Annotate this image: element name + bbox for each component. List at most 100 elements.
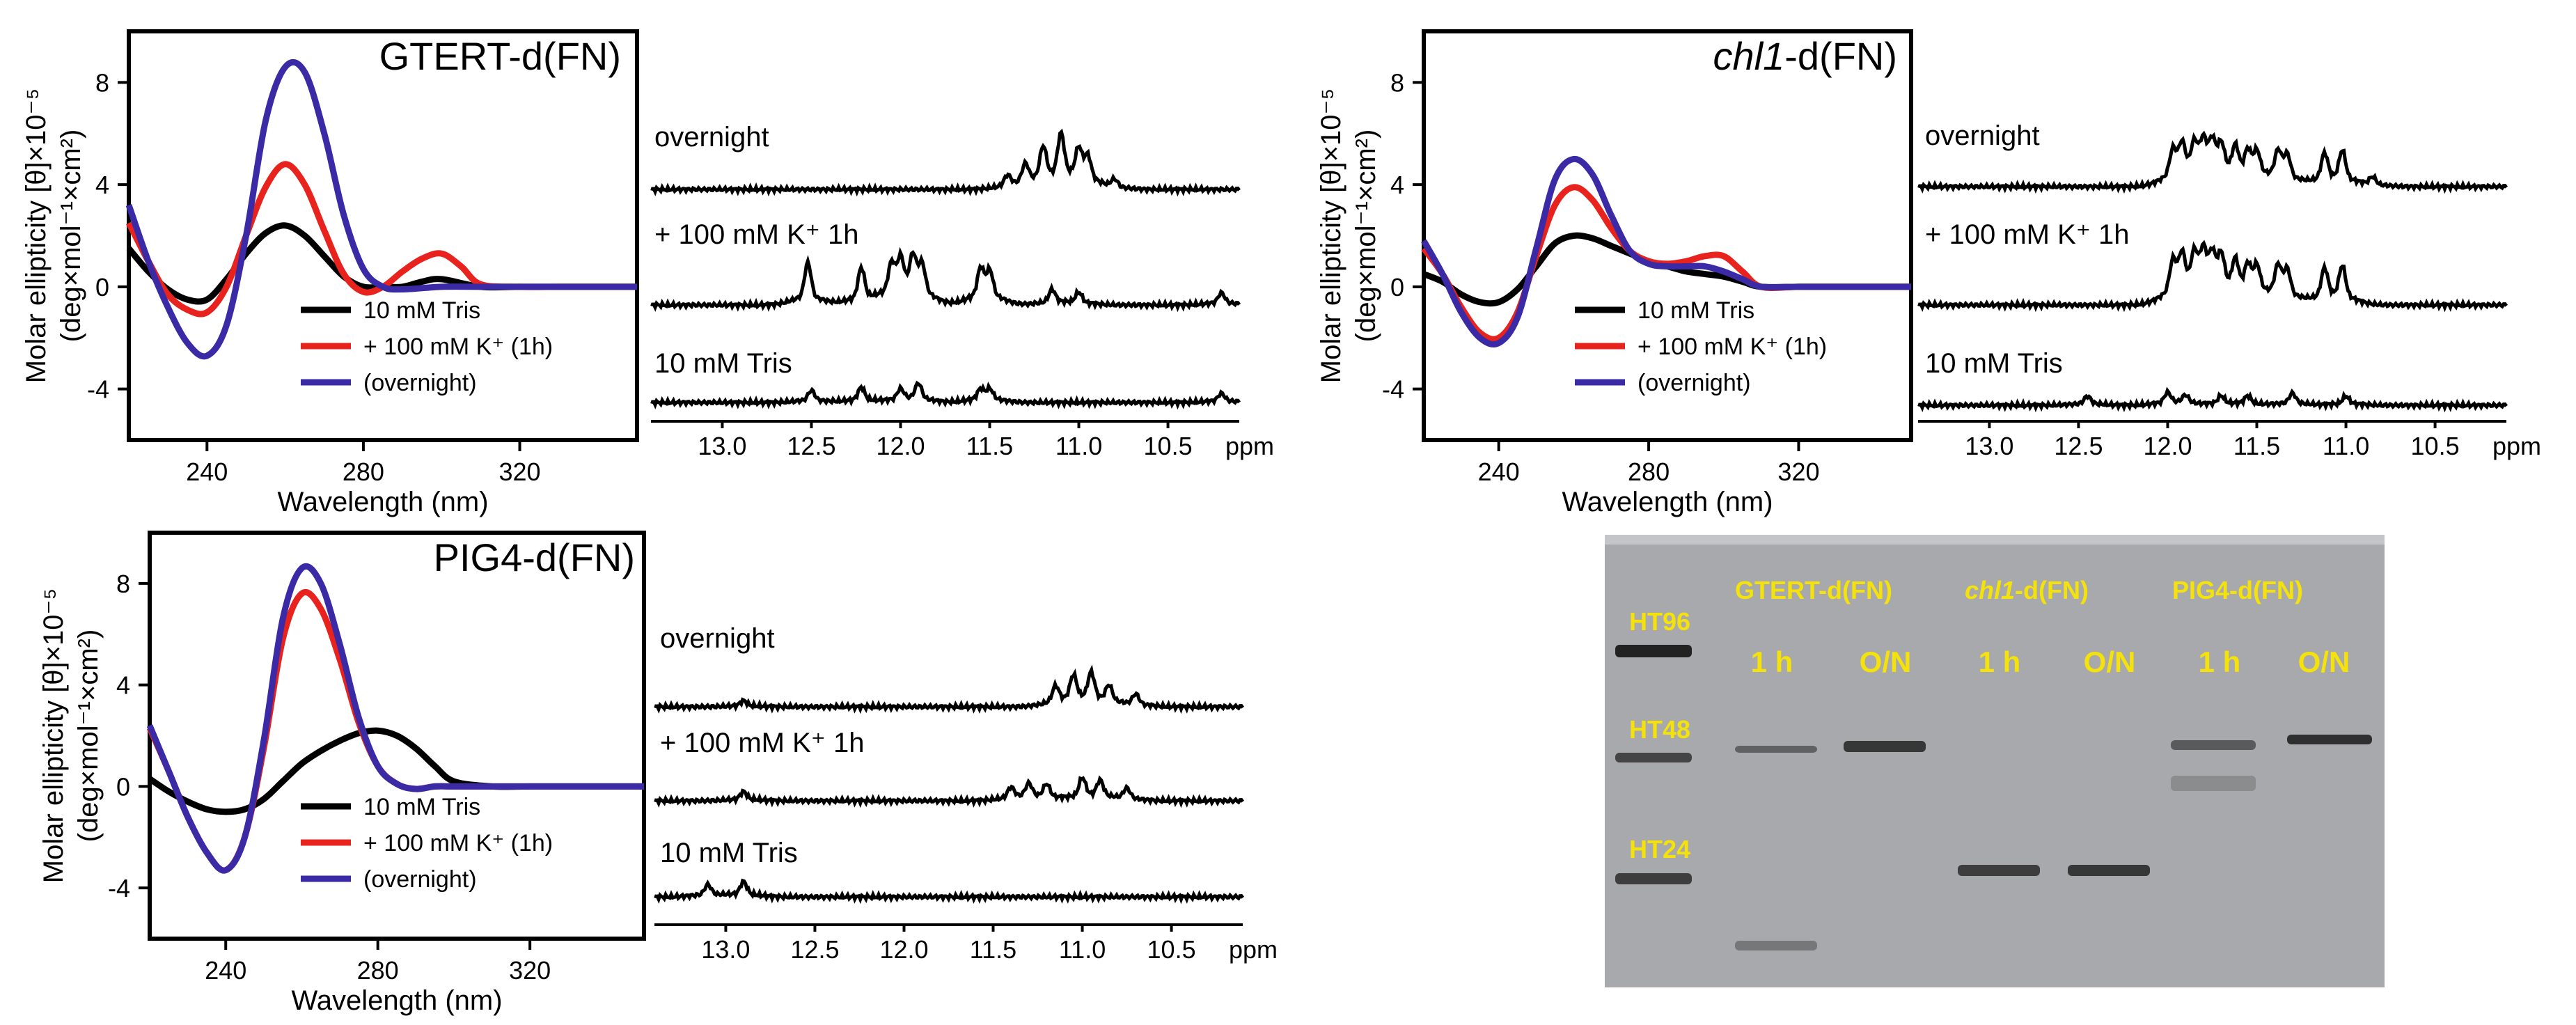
y-tick-label: 8	[116, 570, 130, 598]
nmr-panel-gtert: 13.0 12.5 12.0 11.5 11.0 10.5 ppm overnight + 10…	[650, 122, 1274, 460]
nmr-tick-label: 11.5	[966, 432, 1013, 460]
nmr-trace-label: + 100 mM K⁺ 1h	[660, 728, 864, 758]
gel-band	[1615, 753, 1692, 762]
gel-group-gtert: GTERT-d(FN)	[1735, 576, 1892, 604]
x-tick-label: 240	[186, 457, 228, 486]
y-tick-label: -4	[108, 874, 130, 902]
y-tick-label: -4	[87, 375, 109, 404]
title-italic: chl1	[1713, 34, 1785, 78]
nmr-tick-label: 12.5	[787, 432, 835, 460]
nmr-trace-label: 10 mM Tris	[1925, 348, 2063, 379]
nmr-trace	[654, 775, 1245, 808]
gel-band	[1958, 865, 2040, 876]
y-axis-label-units: (deg×mol⁻¹×cm²)	[73, 629, 104, 843]
nmr-trace-label: + 100 mM K⁺ 1h	[1925, 219, 2129, 250]
gel-background	[1605, 535, 2385, 987]
gel-band	[2171, 740, 2256, 750]
y-axis-label: Molar ellipticity [θ]×10⁻⁵	[21, 88, 52, 383]
cd-panel-title: GTERT-d(FN)	[379, 34, 621, 78]
x-axis-label: Wavelength (nm)	[1562, 487, 1773, 517]
nmr-panel-chl1: 13.0 12.5 12.0 11.5 11.0 10.5 ppm overnight + 10…	[1917, 120, 2541, 460]
nmr-tick-label: 10.5	[1147, 935, 1196, 964]
nmr-trace	[654, 664, 1245, 714]
legend-label: 10 mM Tris	[1638, 297, 1754, 324]
nmr-tick-label: 11.0	[1055, 432, 1102, 460]
y-axis-label-units: (deg×mol⁻¹×cm²)	[56, 130, 86, 343]
x-tick-label: 320	[1777, 457, 1819, 486]
marker-label-ht48: HT48	[1629, 715, 1690, 744]
cd-axes-frame	[1422, 29, 1913, 442]
legend-label: + 100 mM K⁺ (1h)	[1638, 334, 1827, 360]
y-tick-label: 0	[1390, 273, 1404, 302]
nmr-tick-label: 12.0	[879, 935, 928, 964]
marker-label-ht24: HT24	[1629, 835, 1690, 863]
y-tick-label: 0	[116, 772, 130, 801]
legend-label: (overnight)	[1638, 370, 1751, 396]
lane-label: O/N	[2298, 645, 2350, 678]
nmr-trace-label: + 100 mM K⁺ 1h	[654, 219, 858, 250]
legend-label: + 100 mM K⁺ (1h)	[363, 830, 553, 856]
nmr-tick-label: 11.5	[2233, 432, 2280, 460]
x-tick-label: 280	[357, 956, 399, 985]
cd-panel-gtert: GTERT-d(FN) 240 280 320 8 4 0 -4 Wavelength (nm…	[21, 29, 639, 517]
gel-group-rest: -d(FN)	[2015, 576, 2089, 604]
gel-band	[1615, 873, 1692, 884]
nmr-trace-label: 10 mM Tris	[654, 348, 792, 379]
nmr-tick-label: 12.5	[2054, 432, 2103, 460]
nmr-trace-label: overnight	[1925, 120, 2040, 151]
nmr-tick-label: 12.0	[876, 432, 925, 460]
x-tick-label: 280	[343, 457, 384, 486]
x-tick-label: 280	[1628, 457, 1670, 486]
gel-group-pig4: PIG4-d(FN)	[2172, 576, 2303, 604]
cd-series-line	[146, 563, 644, 874]
nmr-trace	[654, 878, 1245, 905]
y-tick-label: 4	[116, 671, 130, 700]
lane-label: 1 h	[2199, 645, 2241, 678]
y-tick-label: 8	[95, 68, 109, 97]
nmr-panel-pig4: 13.0 12.5 12.0 11.5 11.0 10.5 ppm overnight + 10…	[654, 623, 1278, 964]
gel-band	[1844, 741, 1926, 752]
nmr-tick-label: 12.5	[790, 935, 839, 964]
gel-top-edge	[1605, 535, 2385, 545]
legend-label: (overnight)	[363, 370, 477, 396]
gel-band	[1735, 746, 1817, 753]
legend-label: 10 mM Tris	[363, 794, 480, 820]
nmr-tick-label: 12.0	[2143, 432, 2192, 460]
lane-label: O/N	[2084, 645, 2136, 678]
nmr-tick-label: 13.0	[1965, 432, 2013, 460]
y-axis-label: Molar ellipticity [θ]×10⁻⁵	[1316, 88, 1346, 383]
y-tick-label: 4	[1390, 171, 1404, 199]
nmr-trace-label: 10 mM Tris	[660, 838, 798, 868]
nmr-tick-label: 11.0	[2323, 432, 2369, 460]
cd-series-line	[125, 161, 637, 318]
lane-label: 1 h	[1979, 645, 2021, 678]
x-tick-label: 240	[1478, 457, 1520, 486]
gel-band	[1615, 645, 1692, 657]
legend-label: + 100 mM K⁺ (1h)	[363, 334, 553, 360]
nmr-tick-label: 13.0	[701, 935, 750, 964]
nmr-unit-label: ppm	[1229, 935, 1278, 964]
y-tick-label: -4	[1382, 375, 1404, 404]
y-tick-label: 8	[1390, 68, 1404, 97]
y-axis-label: Molar ellipticity [θ]×10⁻⁵	[38, 588, 69, 883]
nmr-trace	[1917, 386, 2508, 413]
nmr-tick-label: 10.5	[1144, 432, 1193, 460]
cd-series-line	[1421, 155, 1911, 348]
nmr-trace	[650, 247, 1241, 313]
nmr-tick-label: 10.5	[2411, 432, 2460, 460]
cd-panel-title: PIG4-d(FN)	[434, 535, 635, 579]
x-tick-label: 320	[498, 457, 540, 486]
marker-label-ht96: HT96	[1629, 607, 1690, 636]
gel-group-italic: chl1	[1965, 576, 2015, 604]
x-tick-label: 240	[205, 956, 246, 985]
cd-panel-pig4: PIG4-d(FN) 240 280 320 8 4 0 -4 Wavelength (nm)…	[38, 531, 646, 1016]
nmr-trace	[1917, 240, 2508, 313]
gel-band	[1735, 941, 1817, 950]
gel-group-chl1: chl1-d(FN)	[1965, 576, 2089, 604]
nmr-unit-label: ppm	[2492, 432, 2541, 460]
nmr-trace-label: overnight	[654, 122, 769, 152]
nmr-tick-label: 13.0	[698, 432, 746, 460]
cd-series-line	[125, 58, 637, 360]
legend-label: (overnight)	[363, 866, 477, 893]
